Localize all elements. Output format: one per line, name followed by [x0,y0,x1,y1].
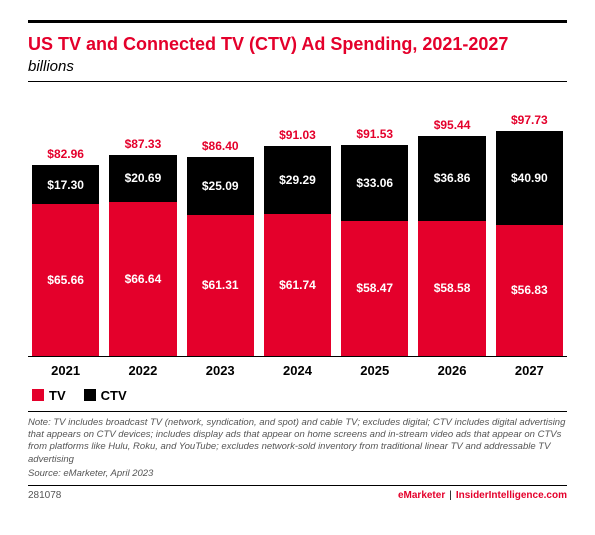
chart-subtitle: billions [28,58,567,75]
bar-column: $82.96 $65.66$17.30 [32,96,99,356]
chart-source: Source: eMarketer, April 2023 [28,468,567,479]
legend: TV CTV [28,388,567,411]
brand-separator: | [445,490,456,501]
bar-column: $86.40 $61.31$25.09 [187,96,254,356]
bar-column: $95.44 $58.58$36.86 [418,96,485,356]
chart-title: US TV and Connected TV (CTV) Ad Spending… [28,33,567,56]
bar-total-label: $91.03 [264,128,331,142]
bar-column: $91.53 $58.47$33.06 [341,96,408,356]
bar-stack: $66.64$20.69 [109,155,176,356]
brand-insider: InsiderIntelligence.com [456,490,567,501]
legend-label: CTV [101,388,127,403]
bar-stack: $61.31$25.09 [187,157,254,356]
bar-stack: $58.47$33.06 [341,145,408,356]
bar-column: $91.03 $61.74$29.29 [264,96,331,356]
bar-stack: $56.83$40.90 [496,131,563,356]
brand-emarketer: eMarketer [398,490,445,501]
chart-plot-area: $82.96$65.66$17.30$87.33$66.64$20.69$86.… [28,96,567,356]
x-axis-label: 2027 [496,363,563,378]
footer: 281078 eMarketer|InsiderIntelligence.com [28,485,567,501]
bar-segment-ctv: $20.69 [109,155,176,203]
legend-swatch [32,389,44,401]
bar-column: $97.73 $56.83$40.90 [496,96,563,356]
bar-total-label: $86.40 [187,139,254,153]
top-rule [28,20,567,23]
title-rule [28,81,567,82]
x-axis-label: 2021 [32,363,99,378]
x-axis: 2021 2022 2023 2024 2025 2026 2027 [28,356,567,388]
bar-segment-ctv: $29.29 [264,146,331,213]
bar-total-label: $91.53 [341,127,408,141]
bar-stack: $61.74$29.29 [264,146,331,355]
bar-total-label: $97.73 [496,113,563,127]
x-axis-label: 2026 [418,363,485,378]
bar-segment-tv: $58.47 [341,221,408,355]
bar-segment-tv: $56.83 [496,225,563,356]
bar-stack: $58.58$36.86 [418,136,485,355]
bar-segment-ctv: $25.09 [187,157,254,215]
legend-item-tv: TV [32,388,66,403]
legend-swatch [84,389,96,401]
x-axis-label: 2025 [341,363,408,378]
bar-segment-ctv: $36.86 [418,136,485,221]
bar-total-label: $95.44 [418,118,485,132]
bar-total-label: $82.96 [32,147,99,161]
bar-segment-tv: $66.64 [109,202,176,355]
legend-label: TV [49,388,66,403]
bar-segment-tv: $58.58 [418,221,485,356]
bar-segment-tv: $61.74 [264,214,331,356]
x-axis-label: 2024 [264,363,331,378]
bar-segment-ctv: $17.30 [32,165,99,205]
bar-segment-ctv: $33.06 [341,145,408,221]
x-axis-label: 2022 [109,363,176,378]
bar-stack: $65.66$17.30 [32,165,99,356]
bar-total-label: $87.33 [109,137,176,151]
footer-brands: eMarketer|InsiderIntelligence.com [398,490,567,501]
x-axis-label: 2023 [187,363,254,378]
bar-segment-tv: $65.66 [32,204,99,355]
legend-item-ctv: CTV [84,388,127,403]
figure-id: 281078 [28,490,61,501]
chart-note: Note: TV includes broadcast TV (network,… [28,411,567,466]
bar-segment-tv: $61.31 [187,215,254,356]
bar-column: $87.33 $66.64$20.69 [109,96,176,356]
bar-segment-ctv: $40.90 [496,131,563,225]
